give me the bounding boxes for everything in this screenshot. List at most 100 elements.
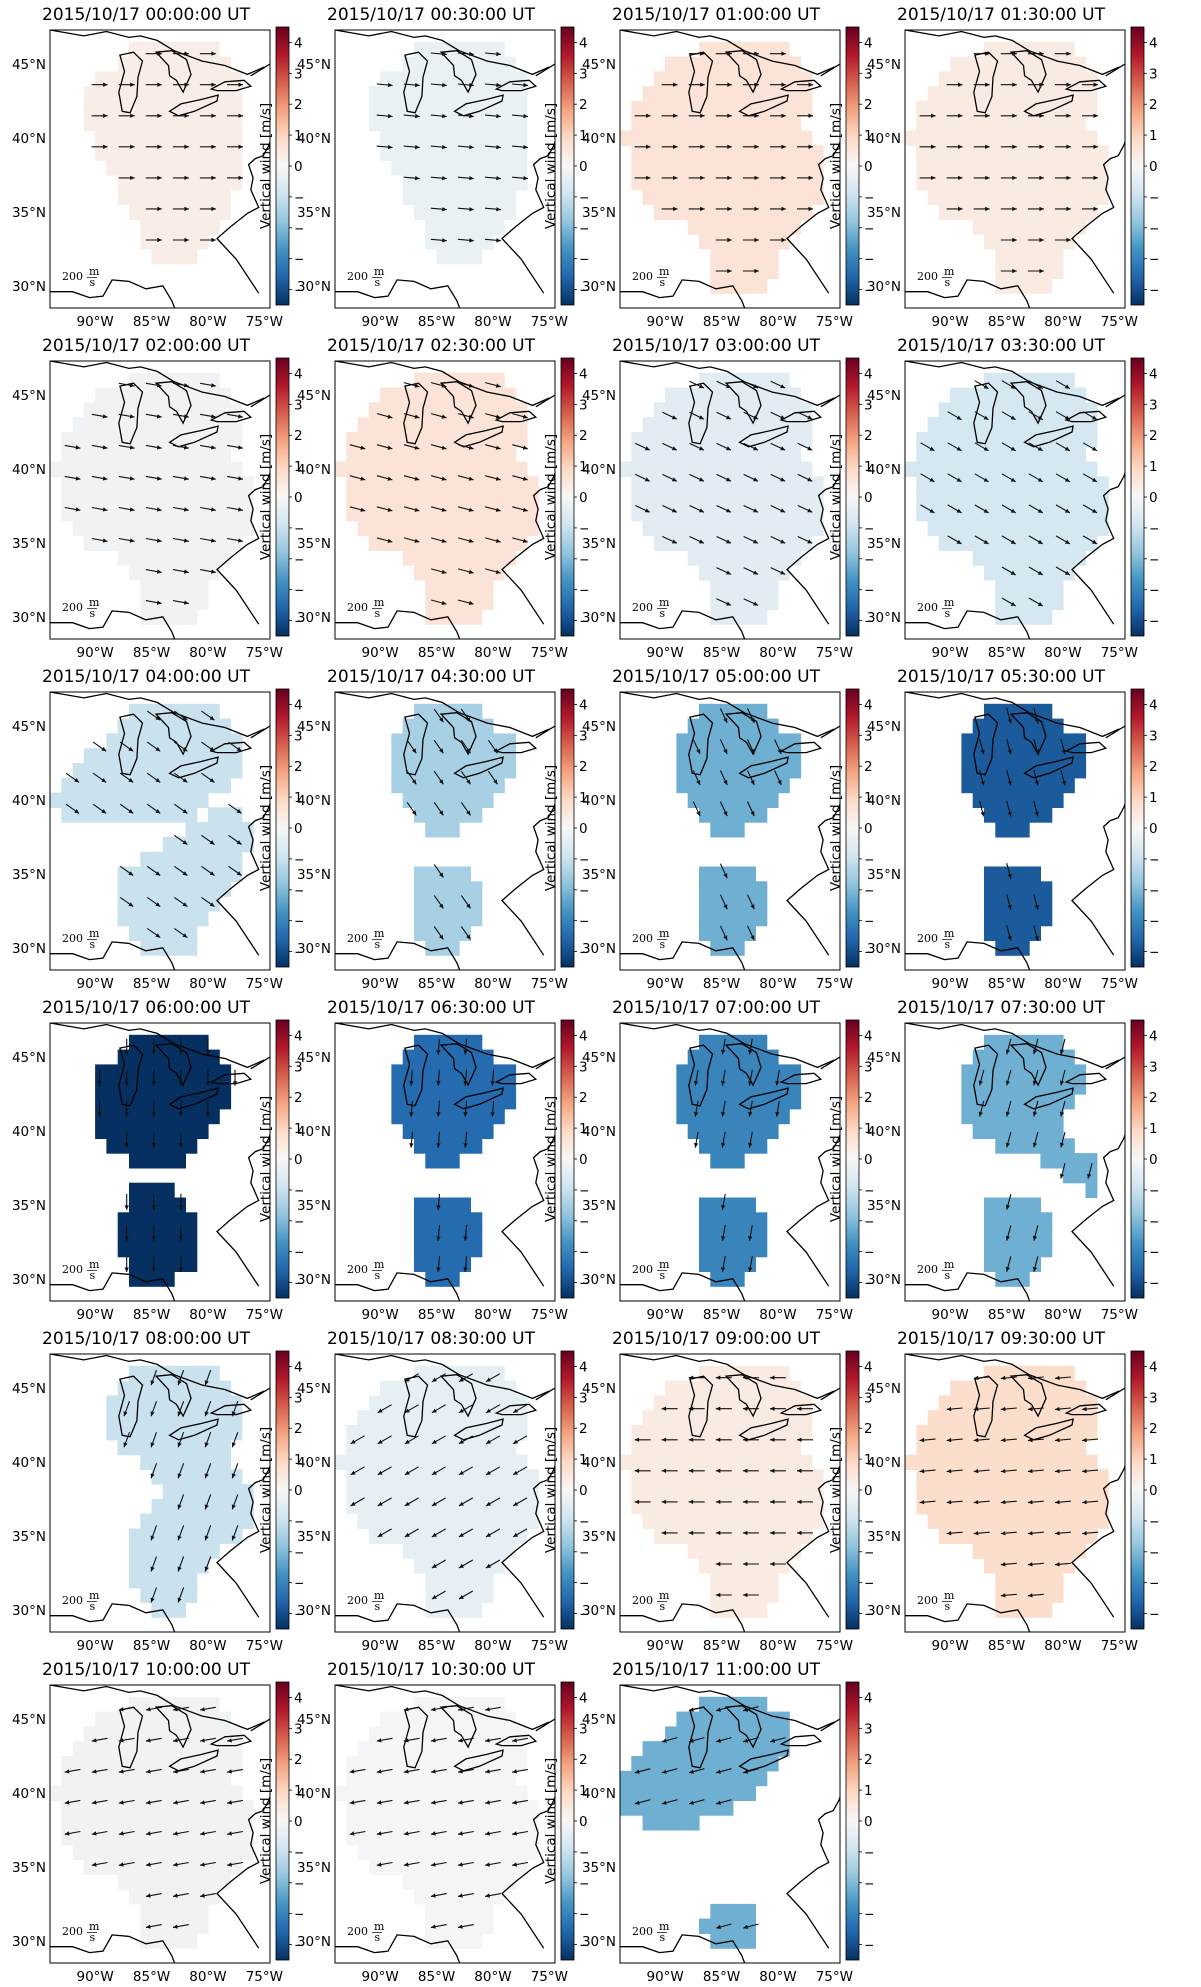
wind-cell — [207, 1395, 220, 1411]
wind-cell — [732, 594, 745, 610]
wind-arrow-head — [151, 1267, 156, 1272]
wind-cell — [425, 535, 438, 551]
colorbar-tick-label: 30 — [579, 1059, 588, 1075]
coastline — [973, 713, 999, 776]
wind-cell — [777, 56, 790, 72]
wind-arrow-head — [436, 1267, 441, 1272]
wind-cell — [995, 609, 1008, 625]
coastline — [535, 1056, 555, 1070]
wind-cell — [174, 86, 186, 102]
wind-cell — [425, 1064, 438, 1080]
wind-cell — [230, 1395, 243, 1411]
wind-cell — [117, 491, 130, 507]
wind-cell — [425, 1469, 438, 1485]
wind-cell — [357, 1513, 370, 1530]
wind-cell — [391, 777, 404, 794]
wind-cell — [129, 115, 141, 132]
wind-cell — [1062, 777, 1075, 794]
coastline — [620, 610, 746, 639]
wind-arrow-head — [157, 237, 162, 243]
wind-cell — [129, 718, 141, 734]
wind-cell — [972, 1064, 985, 1080]
wind-cell — [676, 115, 689, 132]
wind-cell — [699, 763, 711, 779]
wind-arrow-head — [1064, 446, 1070, 451]
wind-cell — [1029, 1049, 1041, 1065]
wind-cell — [470, 1425, 483, 1441]
wind-arrow-head — [1059, 1142, 1065, 1148]
wind-cell — [687, 1543, 700, 1559]
coastline — [50, 1603, 176, 1632]
wind-arrow-head — [151, 1143, 156, 1148]
wind-arrow-head — [523, 145, 528, 150]
wind-cell — [447, 1528, 460, 1544]
wind-cell — [470, 234, 483, 250]
wind-cell — [642, 1484, 655, 1500]
wind-cell — [95, 748, 107, 764]
wind-cell — [1085, 86, 1098, 102]
wind-cell — [459, 446, 471, 463]
wind-cell — [380, 1410, 392, 1426]
wind-cell — [665, 520, 677, 537]
wind-cell — [995, 881, 1008, 897]
wind-cell — [744, 807, 756, 823]
wind-cell — [196, 387, 209, 403]
wind-cell — [72, 417, 85, 433]
wind-arrow-head — [523, 176, 528, 181]
wind-cell — [504, 1064, 517, 1080]
wind-cell — [766, 1572, 779, 1589]
wind-cell — [995, 372, 1008, 389]
wind-cell — [140, 71, 153, 87]
wind-cell — [995, 896, 1008, 912]
wind-cell — [447, 1138, 460, 1154]
wind-cell — [642, 491, 655, 507]
wind-arrow-head — [177, 1442, 182, 1448]
wind-cell — [744, 1365, 756, 1382]
wind-cell — [938, 432, 951, 448]
wind-cell — [1017, 189, 1030, 206]
map-panel: 2015/10/17 00:00:00 UT 200 m s 45°N 40°N 35°N 3… — [8, 0, 303, 331]
wind-arrow-head — [156, 414, 162, 419]
wind-cell — [631, 1439, 644, 1456]
wind-cell — [732, 579, 745, 596]
wind-cell — [185, 1108, 198, 1125]
wind-cell — [368, 446, 381, 463]
wind-arrow-head — [490, 1112, 495, 1117]
wind-cell — [459, 881, 471, 897]
wind-cell — [140, 866, 153, 882]
wind-arrow-head — [754, 113, 759, 118]
wind-arrow-head — [469, 82, 474, 88]
wind-cell — [1017, 248, 1030, 265]
wind-cell — [151, 1241, 164, 1258]
colorbar-label: Vertical wind [m/s] — [828, 1427, 844, 1553]
coastline — [118, 1375, 144, 1438]
wind-cell — [117, 86, 130, 102]
wind-cell — [699, 1227, 711, 1243]
wind-cell — [766, 1543, 779, 1559]
wind-cell — [140, 1256, 153, 1272]
wind-cell — [174, 866, 186, 882]
colorbar-tick-label: 20 — [1149, 1090, 1158, 1106]
wind-cell — [699, 792, 711, 808]
wind-cell — [368, 1469, 381, 1485]
wind-cell — [699, 550, 711, 566]
wind-cell — [744, 925, 756, 941]
wind-cell — [1074, 1167, 1087, 1184]
colorbar-tick-label: −30 — [294, 252, 303, 268]
wind-cell — [927, 1454, 940, 1470]
wind-cell — [436, 204, 449, 220]
wind-cell — [481, 1425, 494, 1441]
wind-cell — [744, 1572, 756, 1589]
wind-cell — [755, 219, 768, 235]
wind-cell — [721, 1513, 734, 1530]
wind-cell — [515, 432, 528, 448]
coastline — [973, 51, 999, 114]
wind-cell — [687, 1123, 700, 1139]
wind-cell — [642, 130, 655, 146]
wind-cell — [185, 372, 198, 389]
wind-cell — [961, 1064, 974, 1080]
wind-cell — [219, 101, 232, 117]
wind-cell — [777, 550, 790, 566]
wind-arrow-head — [688, 1468, 694, 1473]
wind-cell — [789, 550, 802, 566]
